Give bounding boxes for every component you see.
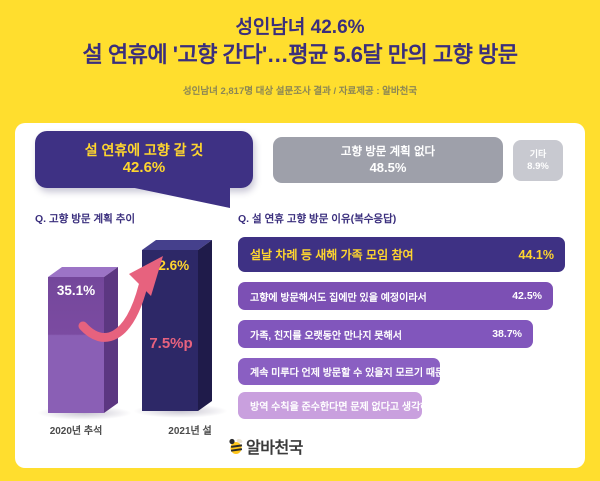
reason-3-value: 38.7%	[492, 328, 522, 340]
reason-2-value: 42.5%	[512, 290, 542, 302]
title-line1: 성인남녀 42.6%	[235, 17, 365, 38]
survey-source-caption: 성인남녀 2,817명 대상 설문조사 결과 / 자료제공 : 알바천국	[182, 86, 418, 97]
delta-label: 7.5%p	[149, 335, 193, 352]
speech-bubble-tail	[125, 186, 230, 208]
albacheonguk-logo: 알바천국	[227, 434, 303, 458]
summary-segment-no-plan: 고향 방문 계획 없다 48.5%	[273, 137, 503, 183]
reason-1-value: 44.1%	[518, 247, 554, 262]
trend-question-heading: Q. 고향 방문 계획 추이	[35, 213, 136, 225]
content-panel: 설 연휴에 고향 갈 것 42.6% 고향 방문 계획 없다 48.5% 기타 …	[15, 123, 585, 468]
summary-go-label: 설 연휴에 고향 갈 것	[84, 141, 204, 158]
bar-top-face	[48, 267, 118, 277]
summary-no-plan-value: 48.5%	[369, 159, 407, 175]
reason-bar-2: 고향에 방문해서도 집에만 있을 예정이라서 42.5%	[238, 282, 553, 310]
axis-label-2020: 2020년 추석	[49, 426, 103, 437]
reason-2-label: 고향에 방문해서도 집에만 있을 예정이라서	[250, 292, 427, 304]
reasons-question-heading: Q. 설 연휴 고향 방문 이유(복수응답)	[238, 213, 397, 225]
bar-front-face	[48, 277, 104, 413]
value-label-2020: 35.1%	[56, 283, 96, 298]
reason-4-label: 계속 미루다 언제 방문할 수 있을지 모르기 때문	[250, 368, 445, 379]
bee-icon	[229, 438, 243, 454]
logo-text: 알바천국	[246, 440, 303, 457]
reason-3-label: 가족, 친지를 오랫동안 만나지 못해서	[250, 330, 402, 342]
bar-side-face	[198, 240, 212, 411]
summary-etc-label: 기타	[529, 148, 547, 159]
reasons-chart: 설날 차례 등 새해 가족 모임 참여 44.1% 고향에 방문해서도 집에만 …	[238, 223, 578, 433]
bar-top-face	[142, 240, 212, 250]
axis-label-2021: 2021년 설	[168, 426, 212, 437]
summary-no-plan-label: 고향 방문 계획 없다	[340, 145, 436, 158]
reason-bar-5: 방역 수칙을 준수한다면 문제 없다고 생각해서	[238, 392, 439, 419]
increase-arrow-icon	[78, 256, 163, 342]
page-title: 설 연휴에 '고향 간다'…평균 5.6달 만의 고향 방문	[82, 42, 518, 67]
summary-etc-value: 8.9%	[527, 160, 549, 172]
reason-bar-3: 가족, 친지를 오랫동안 만나지 못해서 38.7%	[238, 320, 533, 348]
trend-chart: 35.1% 42.6% 7.5%p 2020년 추석 2021년 설	[35, 223, 240, 458]
reason-bar-1: 설날 차례 등 새해 가족 모임 참여 44.1%	[238, 237, 565, 272]
summary-segment-go-bubble: 설 연휴에 고향 갈 것 42.6%	[35, 131, 253, 188]
reason-bar-4: 계속 미루다 언제 방문할 수 있을지 모르기 때문	[238, 358, 444, 385]
summary-segment-etc: 기타 8.9%	[513, 140, 563, 181]
reason-5-label: 방역 수칙을 준수한다면 문제 없다고 생각해서	[250, 402, 439, 413]
reason-1-label: 설날 차례 등 새해 가족 모임 참여	[250, 248, 414, 262]
summary-go-value: 42.6%	[122, 159, 166, 177]
